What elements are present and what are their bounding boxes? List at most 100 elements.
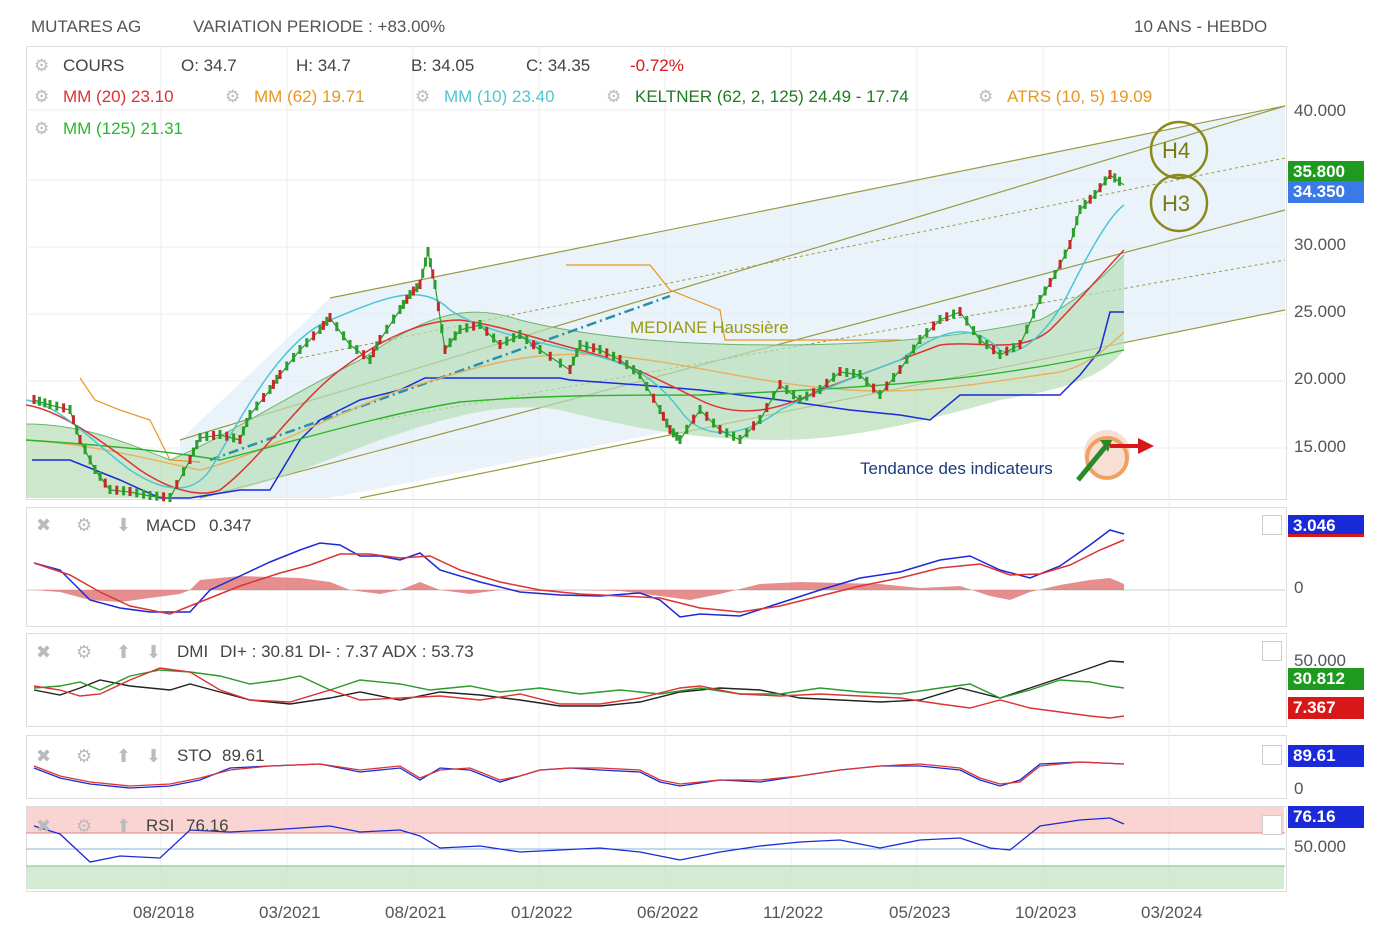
sto-checkbox[interactable] — [1262, 745, 1282, 765]
price-candle — [312, 331, 316, 341]
price-candle — [458, 325, 462, 334]
price-candle — [426, 247, 430, 256]
price-candle — [98, 471, 102, 481]
sto-down-icon[interactable]: ⬇ — [146, 746, 162, 766]
rsi-gear-icon[interactable]: ⚙ — [76, 816, 93, 836]
price-candle — [938, 315, 942, 324]
macd-gear-icon[interactable]: ⚙ — [76, 515, 93, 535]
price-candle — [592, 343, 596, 353]
price-tick: 20.000 — [1294, 369, 1346, 388]
macd-down-icon[interactable]: ⬇ — [116, 515, 132, 535]
rsi-close-icon[interactable]: ✖ — [36, 816, 52, 836]
stock-name: MUTARES AG — [31, 17, 142, 36]
macd-close-icon[interactable]: ✖ — [36, 515, 52, 535]
price-candle — [248, 410, 252, 419]
keltner-gear-icon[interactable]: ⚙ — [606, 87, 622, 106]
dmi-gear-icon[interactable]: ⚙ — [76, 642, 93, 662]
price-candle — [472, 321, 476, 331]
sto-gear-icon[interactable]: ⚙ — [76, 746, 93, 766]
price-badge-high: 35.800 — [1288, 161, 1364, 183]
sto-zero-tick: 0 — [1294, 779, 1304, 798]
price-candle — [818, 385, 822, 394]
price-candle — [705, 411, 709, 421]
price-candle — [1012, 343, 1016, 353]
price-candle — [812, 388, 816, 398]
x-tick: 01/2022 — [511, 903, 573, 922]
price-candle — [135, 488, 139, 498]
price-candle — [148, 491, 152, 500]
cours-gear-icon[interactable]: ⚙ — [34, 56, 50, 75]
mm20-label: MM (20) 23.10 — [63, 87, 174, 106]
price-candle — [985, 340, 989, 350]
rsi-label: RSI — [146, 816, 175, 835]
price-candle — [262, 393, 266, 402]
sto-value: 89.61 — [222, 746, 265, 765]
price-candle — [78, 435, 82, 444]
price-candle — [698, 405, 702, 414]
period-scale: 10 ANS - HEBDO — [1134, 17, 1268, 36]
rsi-checkbox[interactable] — [1262, 815, 1282, 835]
dmi-up-icon[interactable]: ⬆ — [116, 642, 132, 662]
rsi-up-icon[interactable]: ⬆ — [116, 816, 132, 836]
price-candle — [925, 328, 929, 338]
h3-circle — [1149, 173, 1209, 233]
price-candle — [898, 365, 902, 374]
atrs-gear-icon[interactable]: ⚙ — [978, 87, 994, 106]
mm62-gear-icon[interactable]: ⚙ — [225, 87, 241, 106]
price-candle — [122, 486, 126, 496]
price-candle — [571, 356, 575, 366]
price-candle — [932, 321, 936, 331]
price-candle — [725, 428, 729, 438]
price-candle — [275, 374, 279, 384]
price-candle — [371, 348, 375, 358]
macd-checkbox[interactable] — [1262, 515, 1282, 535]
price-candle — [605, 348, 609, 358]
sto-close-icon[interactable]: ✖ — [36, 746, 52, 766]
price-candle — [678, 435, 682, 444]
price-candle — [83, 445, 87, 455]
dmi-close-icon[interactable]: ✖ — [36, 642, 52, 662]
macd-label: MACD — [146, 516, 197, 535]
price-candle — [292, 353, 296, 362]
price-candle — [68, 405, 72, 414]
sto-up-icon[interactable]: ⬆ — [116, 746, 132, 766]
price-candle — [965, 316, 969, 326]
mm125-gear-icon[interactable]: ⚙ — [34, 119, 50, 138]
price-candle — [558, 358, 562, 368]
price-candle — [852, 369, 856, 379]
price-candle — [375, 341, 379, 351]
price-candle — [1103, 176, 1107, 186]
sto-label: STO — [177, 746, 212, 765]
h4-label: H4 — [1162, 138, 1191, 163]
keltner-label: KELTNER (62, 2, 125) 24.49 - 17.74 — [635, 87, 909, 106]
price-candle — [1113, 173, 1117, 183]
price-candle — [492, 333, 496, 343]
price-candle — [245, 418, 249, 427]
price-candle — [321, 320, 325, 330]
price-candle — [1043, 286, 1047, 296]
mm20-gear-icon[interactable]: ⚙ — [34, 87, 50, 106]
price-candle — [525, 335, 529, 345]
dmi-checkbox[interactable] — [1262, 641, 1282, 661]
price-candle — [865, 376, 869, 386]
price-candle — [772, 391, 776, 401]
mm10-gear-icon[interactable]: ⚙ — [415, 87, 431, 106]
open-value: O: 34.7 — [181, 56, 237, 75]
price-candle — [191, 447, 195, 457]
price-candle — [108, 485, 112, 494]
price-candle — [652, 393, 656, 403]
price-candle — [1078, 205, 1082, 214]
price-candle — [278, 370, 282, 379]
price-candle — [285, 361, 289, 371]
price-candle — [1048, 278, 1052, 287]
price-candle — [32, 395, 36, 404]
price-candle — [93, 465, 97, 474]
price-candle — [905, 354, 909, 364]
price-candle — [1038, 295, 1042, 304]
dmi-down-icon[interactable]: ⬇ — [146, 642, 162, 662]
price-candle — [578, 340, 582, 349]
price-candle — [792, 390, 796, 400]
x-tick: 08/2018 — [133, 903, 195, 922]
price-candle — [972, 326, 976, 336]
price-candle — [168, 493, 172, 502]
